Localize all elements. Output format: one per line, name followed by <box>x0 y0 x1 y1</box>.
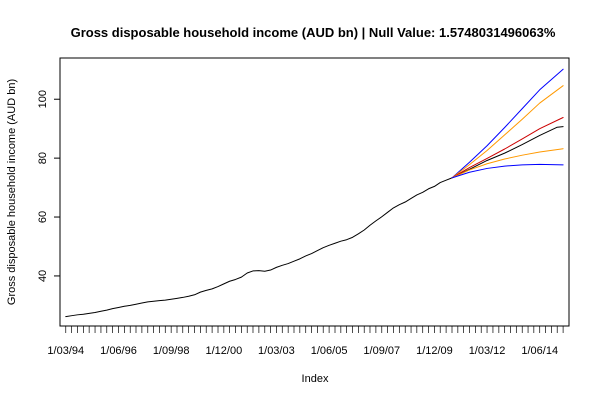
series-line-history <box>65 177 453 318</box>
y-tick-label: 100 <box>37 90 49 108</box>
x-axis: 1/03/94 1/06/96 1/09/98 1/12/00 1/03/03 1/06/… <box>47 326 564 357</box>
series-line-lower-80 <box>451 148 564 179</box>
x-tick-label: 1/03/12 <box>469 345 506 357</box>
y-tick-label: 60 <box>37 211 49 223</box>
x-tick-label: 1/12/00 <box>205 345 242 357</box>
x-axis-label: Index <box>302 373 329 385</box>
x-tick-label: 1/09/07 <box>363 345 400 357</box>
series-line-forecast <box>451 126 564 179</box>
x-tick-label: 1/06/14 <box>521 345 558 357</box>
y-axis: 40 60 80 100 <box>37 90 60 282</box>
x-tick-label: 1/09/98 <box>153 345 190 357</box>
x-tick-label: 1/03/94 <box>47 345 84 357</box>
chart-title: Gross disposable household income (AUD b… <box>71 25 556 40</box>
plot-frame <box>59 57 570 327</box>
series-line-upper-80 <box>451 85 564 179</box>
x-tick-label: 1/06/96 <box>100 345 137 357</box>
series-line-lower-95 <box>451 163 564 179</box>
series-layer <box>65 68 564 318</box>
x-tick-label: 1/06/05 <box>311 345 348 357</box>
y-tick-label: 80 <box>37 152 49 164</box>
x-tick-label: 1/03/03 <box>258 345 295 357</box>
series-line-upper-95 <box>451 68 564 179</box>
y-axis-label: Gross disposable household income (AUD b… <box>6 79 18 305</box>
x-tick-label: 1/12/09 <box>416 345 453 357</box>
y-tick-label: 40 <box>37 270 49 282</box>
series-line-fitted <box>451 116 564 179</box>
